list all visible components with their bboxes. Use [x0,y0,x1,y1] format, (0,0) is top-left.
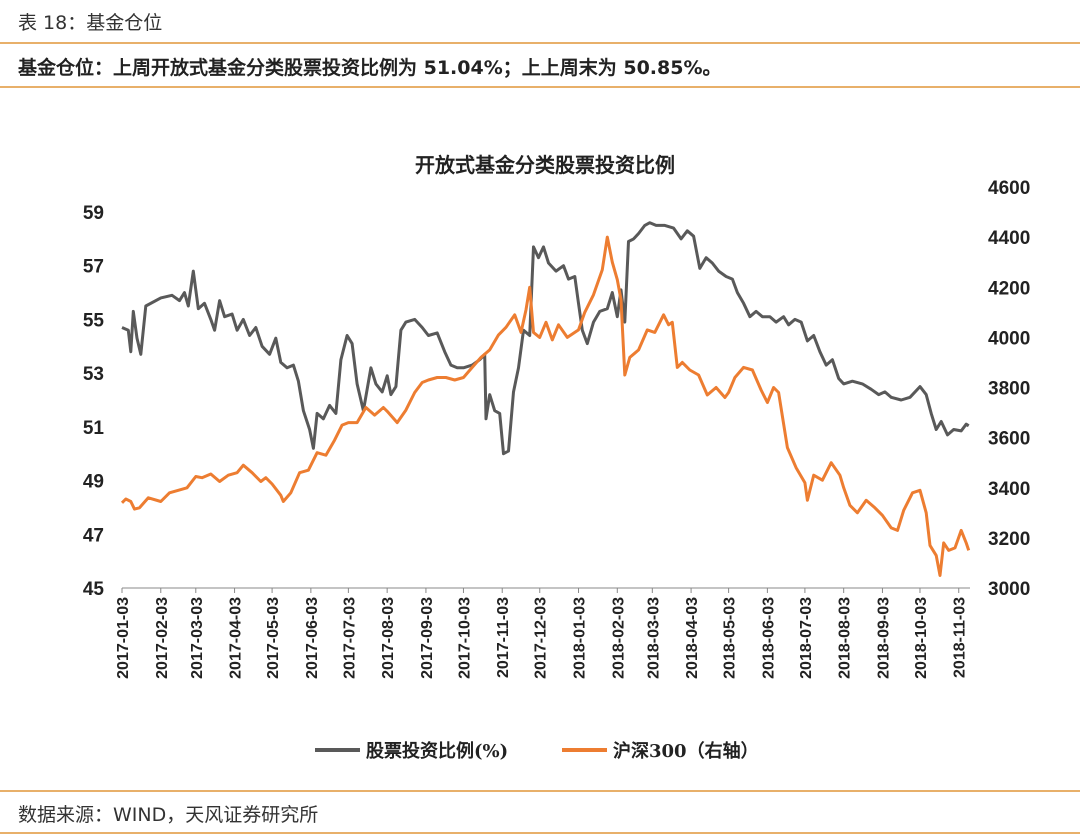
x-tick-label: 2017-03-03 [189,597,206,679]
series-line-equity-ratio [121,221,970,456]
y-left-tick-label: 59 [83,203,104,224]
x-tick-label: 2017-06-03 [304,597,321,679]
y-right-tick-label: 4000 [988,328,1030,349]
x-tick-label: 2018-11-03 [952,597,969,678]
x-tick-label: 2018-07-03 [798,597,815,679]
chart-legend: 股票投资比例(%) 沪深300（右轴） [315,740,759,762]
x-tick-label: 2018-03-03 [645,597,662,679]
y-right-tick-label: 4400 [988,228,1030,249]
x-tick-label: 2017-07-03 [341,597,358,679]
x-tick-label: 2017-11-03 [495,597,512,678]
legend-label-equity-ratio: 股票投资比例(%) [365,740,508,762]
x-tick-label: 2018-02-03 [610,597,627,679]
bottom-divider [0,832,1080,834]
x-tick-label: 2017-09-03 [419,597,436,679]
x-tick-label: 2017-04-03 [228,597,245,679]
y-left-tick-label: 51 [83,418,105,439]
x-tick-label: 2017-01-03 [115,597,132,679]
x-tick-label: 2018-04-03 [684,597,701,679]
y-left-tick-label: 53 [83,364,104,385]
y-left-tick-label: 55 [83,310,105,331]
x-tick-label: 2017-10-03 [456,597,473,679]
x-tick-label: 2018-08-03 [837,597,854,679]
y-right-tick-label: 3000 [988,579,1030,600]
y-right-tick-label: 3800 [988,379,1030,400]
x-tick-label: 2017-02-03 [154,597,171,679]
y-left-tick-label: 57 [83,257,104,278]
chart-series [120,221,971,577]
x-tick-label: 2017-05-03 [265,597,282,679]
chart-title: 开放式基金分类股票投资比例 [415,153,675,177]
x-tick-label: 2018-01-03 [572,597,589,679]
series-line-hs300 [120,235,971,577]
x-tick-label: 2018-05-03 [722,597,739,679]
chart-axes: 45 47 49 51 53 55 57 59 3000 3200 3400 3600 3800 4000… [83,178,1030,679]
x-tick-label: 2018-09-03 [875,597,892,679]
legend-label-hs300: 沪深300（右轴） [613,740,759,762]
source-note: 数据来源：WIND，天风证券研究所 [18,804,319,826]
y-left-tick-label: 45 [83,579,105,600]
summary-text: 基金仓位：上周开放式基金分类股票投资比例为 51.04%；上上周末为 50.85… [18,57,722,79]
footer-divider [0,790,1080,792]
x-tick-label: 2018-10-03 [913,597,930,679]
table-label-bar: 表 18：基金仓位 [0,0,1080,40]
x-tick-label: 2017-12-03 [533,597,550,679]
y-right-tick-label: 3200 [988,529,1030,550]
y-right-tick-label: 3400 [988,479,1030,500]
y-right-tick-label: 3600 [988,429,1030,450]
y-right-tick-label: 4600 [988,178,1030,199]
table-label: 表 18：基金仓位 [18,12,163,34]
x-tick-label: 2018-06-03 [760,597,777,679]
summary-divider [0,86,1080,88]
summary-bar: 基金仓位：上周开放式基金分类股票投资比例为 51.04%；上上周末为 50.85… [0,44,1080,84]
y-left-tick-label: 47 [83,525,104,546]
x-tick-label: 2017-08-03 [380,597,397,679]
y-left-tick-label: 49 [83,472,104,493]
y-right-tick-label: 4200 [988,278,1030,299]
top-divider [0,42,1080,44]
